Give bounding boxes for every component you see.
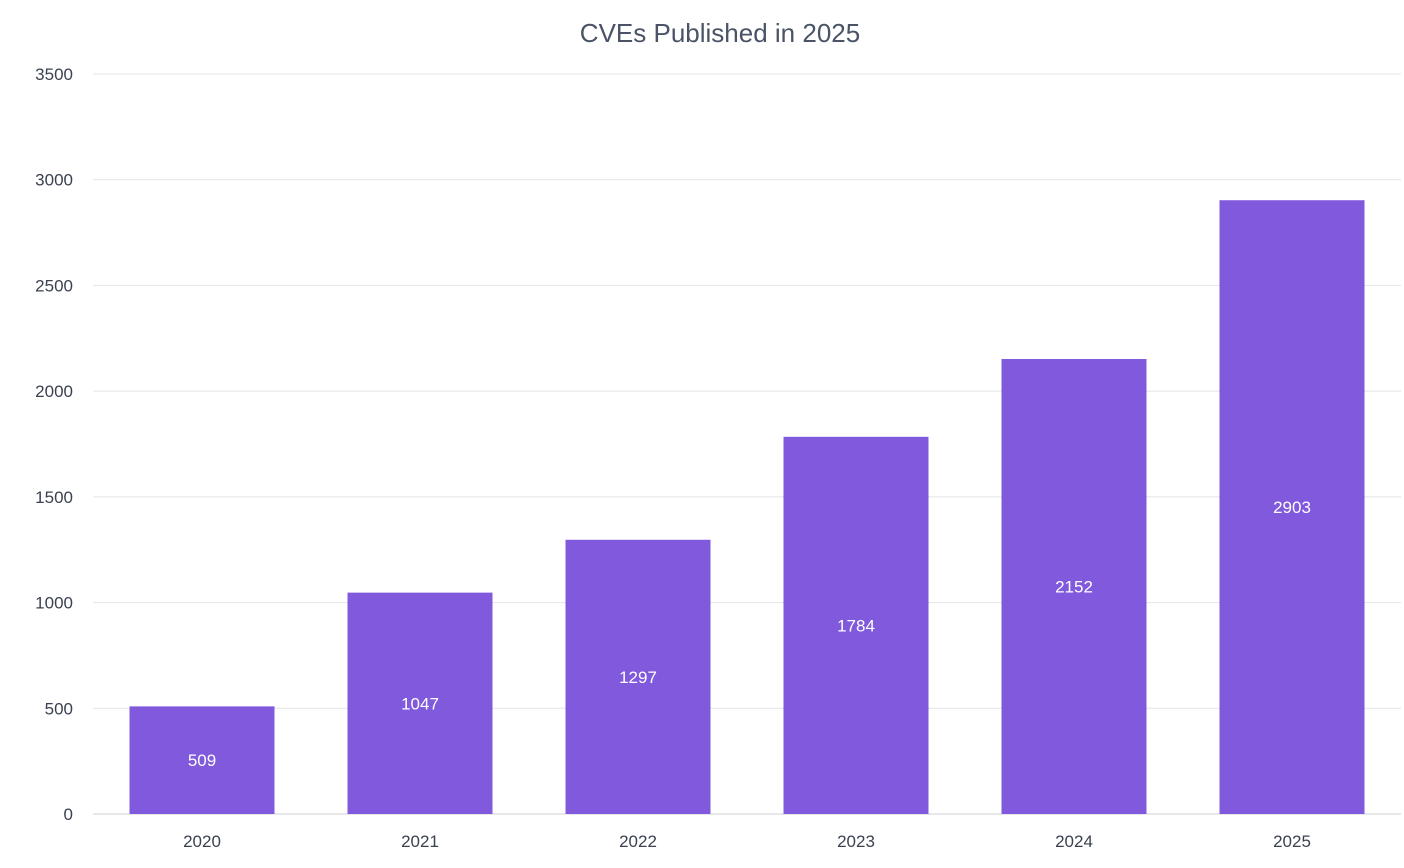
gridlines (93, 73, 1401, 815)
bars (129, 200, 1365, 815)
y-tick-label: 1000 (35, 594, 73, 613)
data-label-2023: 1784 (837, 616, 875, 635)
data-label-2024: 2152 (1055, 578, 1093, 597)
data-labels: 509 1047 1297 1784 2152 2903 (188, 498, 1311, 770)
y-tick-label: 1500 (35, 488, 73, 507)
bar-2023 (783, 436, 929, 814)
y-tick-label: 3500 (35, 65, 73, 84)
x-tick-label: 2024 (1055, 832, 1093, 851)
data-label-2022: 1297 (619, 668, 657, 687)
y-tick-label: 2000 (35, 382, 73, 401)
x-tick-label: 2021 (401, 832, 439, 851)
x-tick-label: 2023 (837, 832, 875, 851)
data-label-2025: 2903 (1273, 498, 1311, 517)
x-tick-label: 2022 (619, 832, 657, 851)
data-label-2021: 1047 (401, 694, 439, 713)
bar-2022 (565, 539, 711, 814)
y-tick-label: 2500 (35, 276, 73, 295)
x-tick-label: 2020 (183, 832, 221, 851)
x-axis: 2020 2021 2022 2023 2024 2025 (183, 832, 1311, 851)
bar-2021 (347, 592, 493, 814)
chart-title: CVEs Published in 2025 (580, 18, 860, 48)
data-label-2020: 509 (188, 751, 216, 770)
y-tick-label: 3000 (35, 171, 73, 190)
y-tick-label: 0 (64, 805, 73, 824)
bar-2025 (1219, 200, 1365, 815)
y-axis: 0 500 1000 1500 2000 2500 3000 3500 (35, 65, 73, 824)
x-tick-label: 2025 (1273, 832, 1311, 851)
bar-2024 (1001, 359, 1147, 814)
y-tick-label: 500 (45, 699, 73, 718)
bar-2020 (129, 706, 275, 814)
